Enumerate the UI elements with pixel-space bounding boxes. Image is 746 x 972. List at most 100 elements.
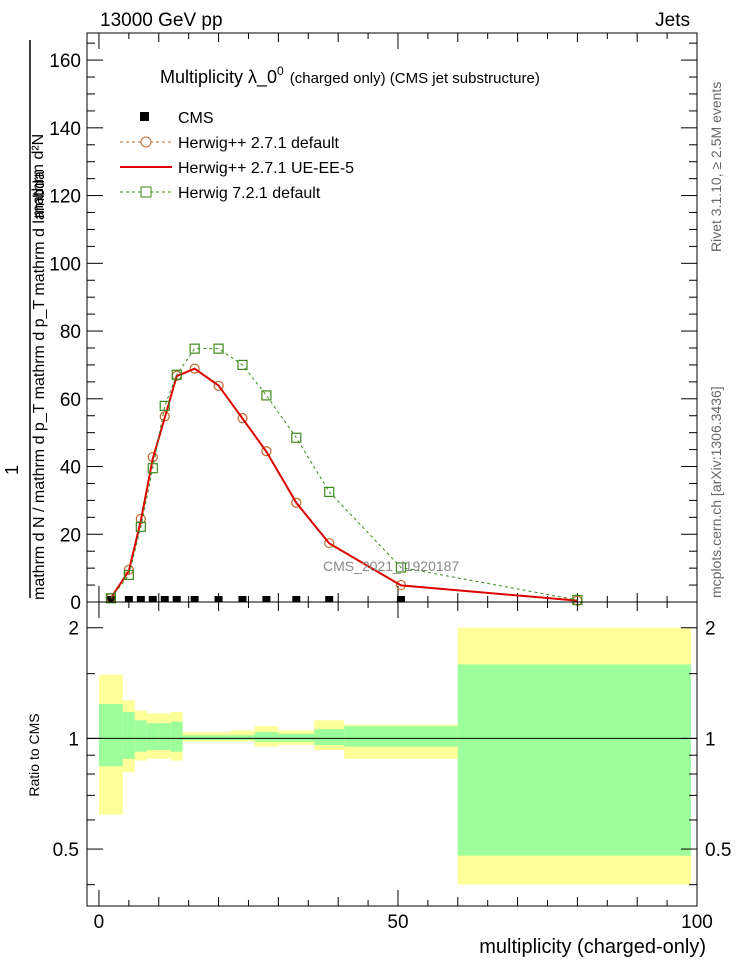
cms-point-9 (262, 596, 271, 602)
ratio-band-inner-13 (457, 664, 692, 856)
herwig72-point-1 (123, 569, 134, 581)
ytick-label-80: 80 (60, 322, 81, 343)
herwig72-point-2 (135, 521, 146, 532)
herwig-default-point-9 (261, 446, 272, 457)
ytick-label-100: 100 (49, 254, 81, 275)
ytick-label-0: 0 (70, 593, 81, 614)
cms-point-3 (148, 596, 157, 602)
ratio-ytick-label-2: 2 (68, 619, 79, 640)
legend-item-3: Herwig 7.2.1 default (120, 185, 321, 202)
ratio-ytick-label-right-1: 1 (705, 729, 716, 750)
ratio-band-inner-6 (182, 735, 207, 741)
mcplots-label: mcplots.cern.ch [arXiv:1306.3436] (708, 386, 724, 598)
ylabel-top: mathrm d²N (30, 134, 47, 218)
ratio-ytick-label-0.5: 0.5 (53, 840, 79, 861)
legend-item-2: Herwig++ 2.7.1 UE-EE-5 (120, 160, 354, 177)
xaxis-label: multiplicity (charged-only) (479, 936, 706, 958)
ratio-band-inner-10 (278, 733, 315, 742)
analysis-watermark: CMS_2021_I1920187 (323, 558, 459, 574)
svg-text:Multiplicity λ_00(charged onl: Multiplicity λ_00 (charged only) (CMS jet… (160, 64, 540, 88)
ylabel-numerator: 1 (2, 465, 22, 475)
ratio-band-inner-1 (122, 711, 135, 759)
cms-point-2 (136, 596, 145, 602)
herwig-default-point-7 (213, 380, 224, 392)
ratio-ylabel: Ratio to CMS (26, 713, 42, 796)
ytick-label-20: 20 (60, 525, 81, 546)
header-right: Jets (655, 10, 690, 31)
cms-point-4 (160, 596, 169, 602)
cms-point-6 (190, 596, 199, 602)
series-0 (106, 596, 405, 602)
herwig72-point-9 (261, 390, 272, 401)
chart-title: Multiplicity λ_00 (charged only) (CMS jet… (160, 64, 540, 88)
series-line-3 (110, 348, 578, 601)
legend-item-0: CMS (140, 110, 214, 127)
ratio-ytick-label-1: 1 (68, 729, 79, 750)
ratio-band-inner-4 (158, 723, 171, 750)
ratio-plot-layer: 0 50 100 0.5 0.5 1 1 2 2 (53, 602, 731, 933)
cms-point-5 (172, 596, 181, 602)
legend-label-1: Herwig++ 2.7.1 default (178, 135, 340, 152)
ratio-band-inner-2 (134, 720, 147, 752)
ratio-band-inner-12 (344, 726, 458, 747)
herwig72-point-10 (291, 432, 302, 443)
series-2 (110, 367, 578, 602)
title-main: Multiplicity λ_0 (160, 67, 277, 88)
ratio-ytick-label-right-2: 2 (705, 619, 716, 640)
xtick-label-0: 0 (94, 912, 105, 933)
herwig72-point-6 (189, 343, 200, 354)
herwig72-point-4 (159, 400, 170, 411)
ytick-label-60: 60 (60, 390, 81, 411)
herwig72-point-8 (237, 359, 248, 371)
herwig72-point-11 (324, 486, 335, 498)
main-ylabel: 1 mathrm d²N mathrm d N / mathrm d p_T m… (2, 40, 48, 600)
ratio-band-inner-0 (98, 704, 123, 767)
cms-point-0 (106, 596, 115, 602)
legend-marker-square (140, 186, 152, 198)
rivet-label: Rivet 3.1.10, ≥ 2.5M events (708, 82, 724, 252)
legend-marker-cms (140, 112, 149, 121)
legend-item-1: Herwig++ 2.7.1 default (120, 135, 340, 152)
herwig-default-point-6 (189, 363, 200, 374)
cms-point-7 (214, 596, 223, 602)
ratio-band-inner-11 (314, 729, 345, 745)
legend-marker-circle (140, 136, 152, 148)
ytick-label-40: 40 (60, 458, 81, 479)
cms-point-11 (325, 596, 334, 602)
ytick-label-160: 160 (49, 51, 81, 72)
herwig72-point-5 (171, 369, 182, 380)
series-line-2 (110, 367, 578, 602)
ratio-band-inner-3 (146, 723, 159, 750)
legend: CMS Herwig++ 2.7.1 default Herwig++ 2.7.1 … (120, 110, 354, 202)
herwig72-point-12 (395, 562, 407, 573)
header-left: 13000 GeV pp (100, 10, 223, 31)
herwig-default-point-11 (324, 537, 335, 549)
ratio-ytick-label-right-0.5: 0.5 (705, 840, 731, 861)
herwig72-point-3 (147, 463, 158, 474)
legend-label-2: Herwig++ 2.7.1 UE-EE-5 (178, 160, 354, 177)
herwig-default-point-10 (291, 497, 302, 508)
ratio-plot-frame (86, 601, 698, 907)
title-small: (charged only) (CMS jet substructure) (290, 70, 540, 87)
title-sup: 0 (277, 64, 284, 78)
ratio-band-inner-8 (230, 735, 255, 741)
main-plot-layer: 0 20 40 60 80 100 120 140 160 (49, 33, 698, 614)
xtick-label-100: 100 (681, 912, 713, 933)
ratio-band-inner-9 (254, 732, 279, 742)
ytick-label-140: 140 (49, 119, 81, 140)
ratio-band-inner-7 (206, 735, 231, 741)
xtick-label-50: 50 (387, 912, 408, 933)
ytick-label-120: 120 (49, 187, 81, 208)
herwig72-point-0 (105, 593, 117, 604)
cms-point-12 (396, 596, 405, 602)
cms-point-8 (238, 596, 247, 602)
ratio-band-inner-5 (170, 721, 183, 752)
cms-point-10 (292, 596, 301, 602)
ylabel-denominator: mathrm d N / mathrm d p_T mathrm d p_T m… (31, 171, 48, 600)
cms-point-1 (124, 596, 133, 602)
herwig72-point-7 (213, 343, 224, 354)
legend-label-0: CMS (178, 110, 214, 127)
legend-label-3: Herwig 7.2.1 default (178, 185, 321, 202)
herwig-default-point-8 (237, 412, 248, 424)
